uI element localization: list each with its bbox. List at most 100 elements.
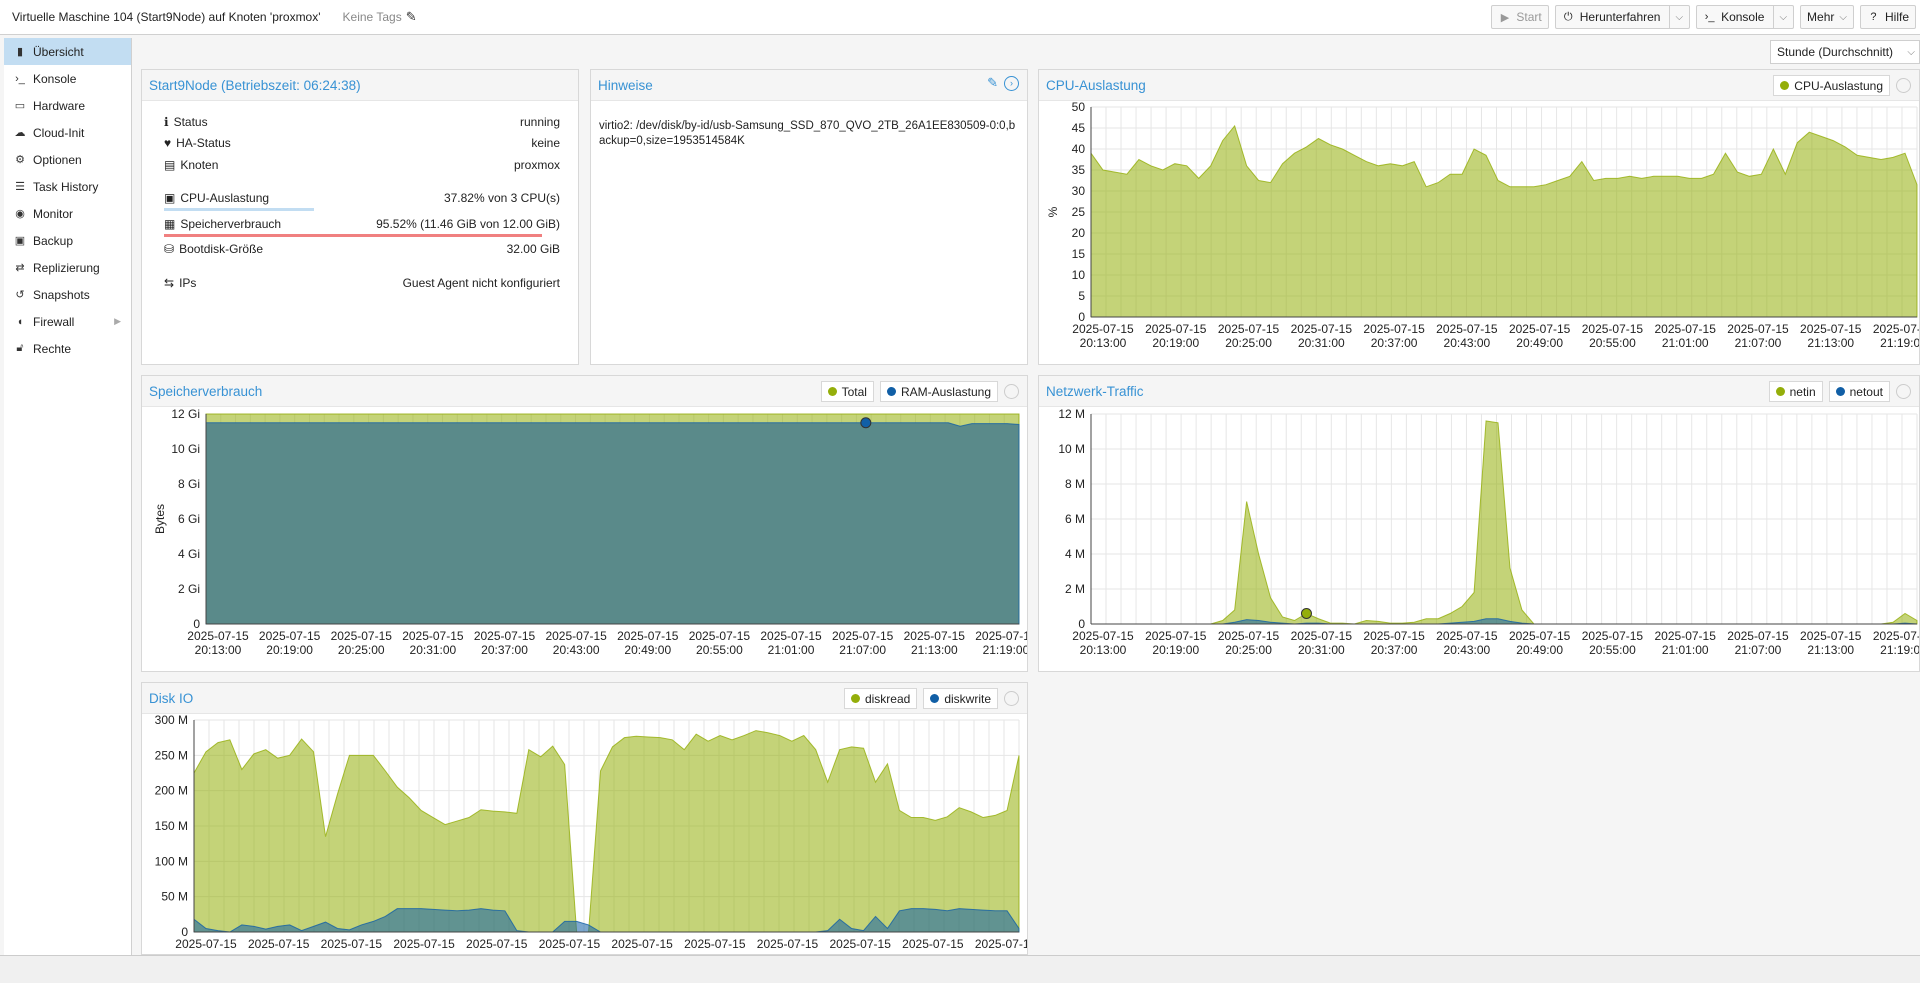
x-tick-date: 2025-07-15: [904, 629, 966, 643]
legend-cpu[interactable]: CPU-Auslastung: [1773, 75, 1890, 96]
x-tick-time: 20:43:00: [1444, 336, 1491, 350]
legend-diskwrite[interactable]: diskwrite: [923, 688, 998, 709]
y-tick-label: 2 M: [1065, 582, 1085, 596]
x-tick-date: 2025-07-15: [474, 629, 536, 643]
legend-label: netin: [1789, 384, 1816, 399]
x-tick-date: 2025-07-15: [1072, 322, 1134, 336]
sidebar-item-label: Snapshots: [33, 287, 90, 302]
start-button[interactable]: ▶ Start: [1491, 5, 1549, 29]
console-button[interactable]: ›_ Konsole ⌵: [1696, 5, 1795, 29]
legend-diskread[interactable]: diskread: [843, 688, 918, 709]
y-axis-label: %: [1046, 206, 1060, 217]
sidebar-item-hardware[interactable]: ▭ Hardware: [4, 92, 131, 119]
x-tick-time: 20:55:00: [696, 643, 743, 657]
pencil-icon[interactable]: ✎: [405, 9, 417, 24]
series-area-CPU-Auslastung: [1090, 124, 1918, 318]
legend-dot: [1835, 387, 1845, 396]
x-tick-date: 2025-07-15: [1727, 629, 1789, 643]
x-tick-time: 20:49:00: [1516, 643, 1563, 657]
x-tick-date: 2025-07-15: [1800, 629, 1862, 643]
sidebar-item-rechte[interactable]: 🔓︎ Rechte: [4, 335, 131, 362]
tags-area[interactable]: Keine Tags ✎: [343, 9, 417, 25]
y-tick-label: 10 M: [1058, 442, 1085, 456]
legend-ram[interactable]: RAM-Auslastung: [879, 381, 998, 402]
status-panel: Start9Node (Betriebszeit: 06:24:38) ℹ Sta…: [141, 69, 579, 365]
x-tick-time: 20:37:00: [481, 643, 528, 657]
y-tick-label: 15: [1072, 247, 1086, 261]
sidebar-item-snapshots[interactable]: ↺ Snapshots: [4, 281, 131, 308]
x-tick-time: 21:07:00: [1735, 336, 1782, 350]
ha-status-value: keine: [531, 136, 560, 151]
x-tick-date: 2025-07-15: [611, 937, 673, 951]
chevron-circle-icon[interactable]: ›: [1004, 75, 1019, 91]
undo-zoom-icon[interactable]: [1896, 78, 1911, 93]
memory-value: 95.52% (11.46 GiB von 12.00 GiB): [376, 216, 560, 231]
edit-icon[interactable]: ✎: [987, 75, 998, 90]
more-label: Mehr: [1807, 10, 1835, 24]
book-icon: ▮: [16, 46, 24, 58]
x-tick-date: 2025-07-15: [1145, 629, 1207, 643]
legend-netout[interactable]: netout: [1828, 381, 1890, 402]
network-chart-title: Netzwerk-Traffic: [1046, 383, 1144, 399]
x-tick-date: 2025-07-15: [1655, 322, 1717, 336]
x-tick-time: 20:25:00: [338, 643, 385, 657]
sidebar-item-optionen[interactable]: ⚙ Optionen: [4, 146, 131, 173]
sidebar-item-cloud-init[interactable]: ☁ Cloud-Init: [4, 119, 131, 146]
sidebar-item-replizierung[interactable]: ⇄ Replizierung: [4, 254, 131, 281]
y-tick-label: 4 Gi: [178, 547, 200, 561]
legend-label: RAM-Auslastung: [900, 384, 991, 399]
x-tick-time: 21:07:00: [839, 643, 886, 657]
undo-zoom-icon[interactable]: [1004, 691, 1019, 706]
x-tick-time: 21:01:00: [1662, 643, 1709, 657]
chevron-down-icon[interactable]: ⌵: [1773, 5, 1787, 29]
help-button[interactable]: ? Hilfe: [1859, 5, 1916, 29]
legend-netin[interactable]: netin: [1768, 381, 1823, 402]
y-tick-label: 50 M: [161, 890, 188, 904]
x-tick-time: 21:19:00: [983, 643, 1027, 657]
sidebar-item-backup[interactable]: ▣ Backup: [4, 227, 131, 254]
legend-dot: [886, 387, 896, 396]
timeframe-select[interactable]: Stunde (Durchschnitt) ⌵: [1770, 40, 1920, 64]
x-tick-time: 20:31:00: [1298, 336, 1345, 350]
sidebar-item-uebersicht[interactable]: ▮ Übersicht: [4, 38, 131, 65]
chevron-down-icon[interactable]: ⌵: [1669, 5, 1683, 29]
y-tick-label: 300 M: [155, 714, 188, 727]
cpu-value: 37.82% von 3 CPU(s): [443, 191, 560, 206]
sidebar-item-konsole[interactable]: ›_ Konsole: [4, 65, 131, 92]
sidebar-item-monitor[interactable]: ◉ Monitor: [4, 200, 131, 227]
x-tick-date: 2025-07-15: [1291, 322, 1353, 336]
sidebar-item-firewall[interactable]: ◖ Firewall ▶: [4, 308, 131, 335]
status-bar: [0, 955, 1920, 983]
x-tick-time: 20:55:00: [1589, 336, 1636, 350]
notes-panel: Hinweise ✎ › virtio2: /dev/disk/by-id/us…: [590, 69, 1028, 365]
sidebar-item-task-history[interactable]: ☰ Task History: [4, 173, 131, 200]
shutdown-button[interactable]: ⏻ Herunterfahren ⌵: [1554, 5, 1691, 29]
y-tick-label: 12 M: [1058, 407, 1085, 421]
info-icon: ℹ: [164, 114, 169, 129]
sidebar: ▮ Übersicht ›_ Konsole ▭ Hardware ☁ Cloud-In…: [4, 38, 132, 955]
y-tick-label: 40: [1072, 142, 1086, 156]
memory-label: Speicherverbrauch: [180, 216, 282, 231]
x-tick-time: 20:13:00: [1080, 643, 1127, 657]
undo-zoom-icon[interactable]: [1004, 384, 1019, 399]
y-tick-label: 8 M: [1065, 477, 1085, 491]
cpu-icon: ▣: [164, 191, 176, 206]
y-tick-label: 150 M: [155, 819, 188, 833]
more-button[interactable]: Mehr ⌵: [1800, 5, 1854, 29]
eye-icon: ◉: [15, 208, 25, 220]
undo-zoom-icon[interactable]: [1896, 384, 1911, 399]
cpu-label: CPU-Auslastung: [180, 191, 270, 206]
x-tick-date: 2025-07-15: [829, 937, 891, 951]
y-tick-label: 2 Gi: [178, 582, 200, 596]
sidebar-item-label: Task History: [33, 179, 99, 194]
sidebar-item-label: Konsole: [33, 71, 77, 86]
status-panel-title: Start9Node (Betriebszeit: 06:24:38): [149, 77, 361, 93]
x-tick-time: 21:13:00: [1807, 336, 1854, 350]
x-tick-date: 2025-07-15: [402, 629, 464, 643]
expand-arrow-icon[interactable]: ▶: [114, 316, 121, 326]
legend-total[interactable]: Total: [820, 381, 874, 402]
y-tick-label: 100 M: [155, 854, 188, 868]
x-tick-date: 2025-07-15: [175, 937, 237, 951]
diskio-chart: 0 50 M 100 M 150 M 200 M 250 M 300 M 2025-07-15…: [155, 713, 1037, 951]
x-tick-date: 2025-07-15: [321, 937, 383, 951]
